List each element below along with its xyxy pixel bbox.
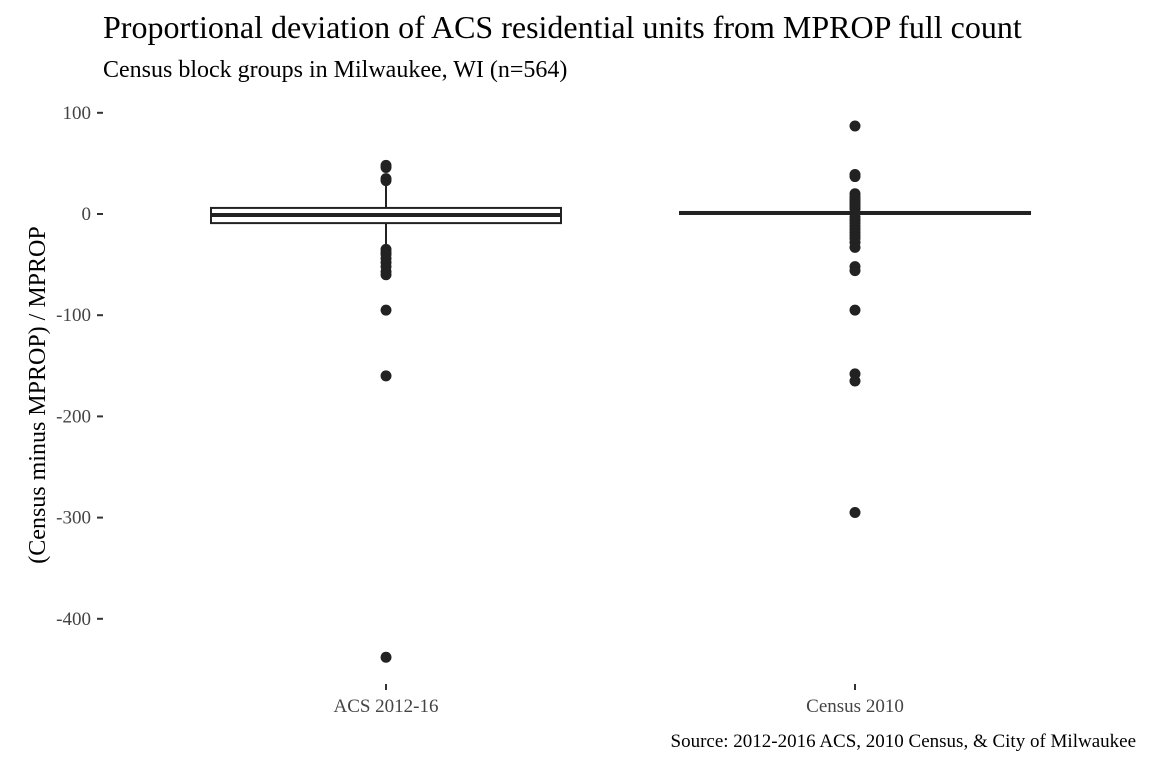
outlier-point bbox=[849, 171, 861, 183]
outlier-point bbox=[849, 507, 861, 519]
y-axis: 100 0 -100 -200 -300 -400 bbox=[56, 103, 103, 630]
y-axis-title: (Census minus MPROP) / MPROP bbox=[25, 226, 51, 563]
y-tick-label: -300 bbox=[56, 508, 91, 529]
x-tick-label: ACS 2012-16 bbox=[333, 696, 438, 717]
outlier-point bbox=[849, 265, 861, 277]
outlier-point bbox=[849, 241, 861, 253]
box-1 bbox=[679, 120, 1031, 519]
outlier-point bbox=[380, 175, 392, 187]
chart-title: Proportional deviation of ACS residentia… bbox=[103, 9, 1022, 45]
x-axis: ACS 2012-16 Census 2010 bbox=[333, 684, 904, 717]
outlier-point bbox=[380, 304, 392, 316]
outlier-point bbox=[380, 269, 392, 281]
outlier-point bbox=[380, 161, 392, 173]
outlier-point bbox=[380, 370, 392, 382]
box-group bbox=[210, 120, 1031, 663]
y-tick-label: 0 bbox=[82, 204, 92, 225]
y-tick-label: -100 bbox=[56, 305, 91, 326]
outlier-point bbox=[849, 203, 861, 215]
chart-subtitle: Census block groups in Milwaukee, WI (n=… bbox=[103, 57, 568, 83]
outlier-point bbox=[849, 120, 861, 132]
x-tick-label: Census 2010 bbox=[806, 696, 904, 717]
y-tick-label: -200 bbox=[56, 406, 91, 427]
outlier-point bbox=[849, 375, 861, 387]
y-tick-label: -400 bbox=[56, 609, 91, 630]
outlier-point bbox=[380, 651, 392, 663]
y-tick-label: 100 bbox=[63, 103, 92, 124]
source-caption: Source: 2012-2016 ACS, 2010 Census, & Ci… bbox=[670, 731, 1136, 752]
box-0 bbox=[210, 159, 562, 663]
outlier-point bbox=[849, 304, 861, 316]
